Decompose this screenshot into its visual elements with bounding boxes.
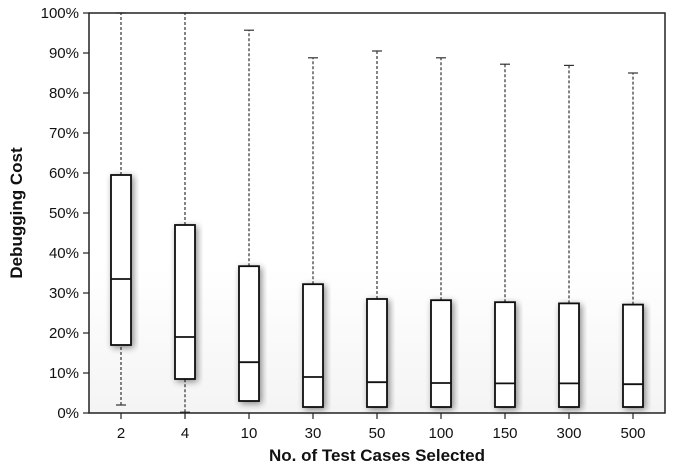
y-tick-label: 30% [49, 285, 79, 302]
x-tick-label: 500 [620, 425, 645, 442]
box-300 [558, 64, 580, 408]
y-tick-label: 80% [49, 85, 79, 102]
box-10 [238, 29, 260, 402]
y-tick-label: 70% [49, 125, 79, 142]
iqr-box [430, 299, 452, 408]
x-axis: 2 4 10 30 50 100 150 300 500 [117, 413, 646, 442]
iqr-box [238, 265, 260, 402]
y-tick-label: 0% [57, 405, 79, 422]
boxes-layer [110, 12, 644, 413]
iqr-box [174, 224, 196, 380]
iqr-box [366, 298, 388, 408]
iqr-box [558, 302, 580, 408]
y-tick-label: 40% [49, 245, 79, 262]
box-100 [430, 57, 452, 408]
x-tick-label: 50 [369, 425, 386, 442]
box-2 [110, 12, 132, 406]
y-tick-label: 90% [49, 45, 79, 62]
x-tick-label: 4 [181, 425, 189, 442]
x-axis-title: No. of Test Cases Selected [269, 446, 485, 465]
iqr-box [302, 283, 324, 408]
iqr-box [110, 174, 132, 346]
box-150 [494, 63, 516, 408]
y-tick-label: 20% [49, 325, 79, 342]
x-tick-label: 150 [492, 425, 517, 442]
y-axis: 0% 10% 20% 30% 40% 50% 60% 70% 80% 90% 100% [41, 5, 89, 422]
iqr-box [494, 301, 516, 408]
y-axis-title: Debugging Cost [7, 147, 26, 279]
iqr-box [622, 303, 644, 408]
x-tick-label: 100 [428, 425, 453, 442]
y-tick-label: 50% [49, 205, 79, 222]
x-tick-label: 2 [117, 425, 125, 442]
y-tick-label: 10% [49, 365, 79, 382]
x-tick-label: 300 [556, 425, 581, 442]
box-50 [366, 50, 388, 408]
x-tick-label: 10 [241, 425, 258, 442]
x-tick-label: 30 [305, 425, 322, 442]
y-tick-label: 100% [41, 5, 79, 22]
box-500 [622, 72, 644, 408]
box-4 [174, 12, 196, 413]
y-tick-label: 60% [49, 165, 79, 182]
box-30 [302, 57, 324, 408]
